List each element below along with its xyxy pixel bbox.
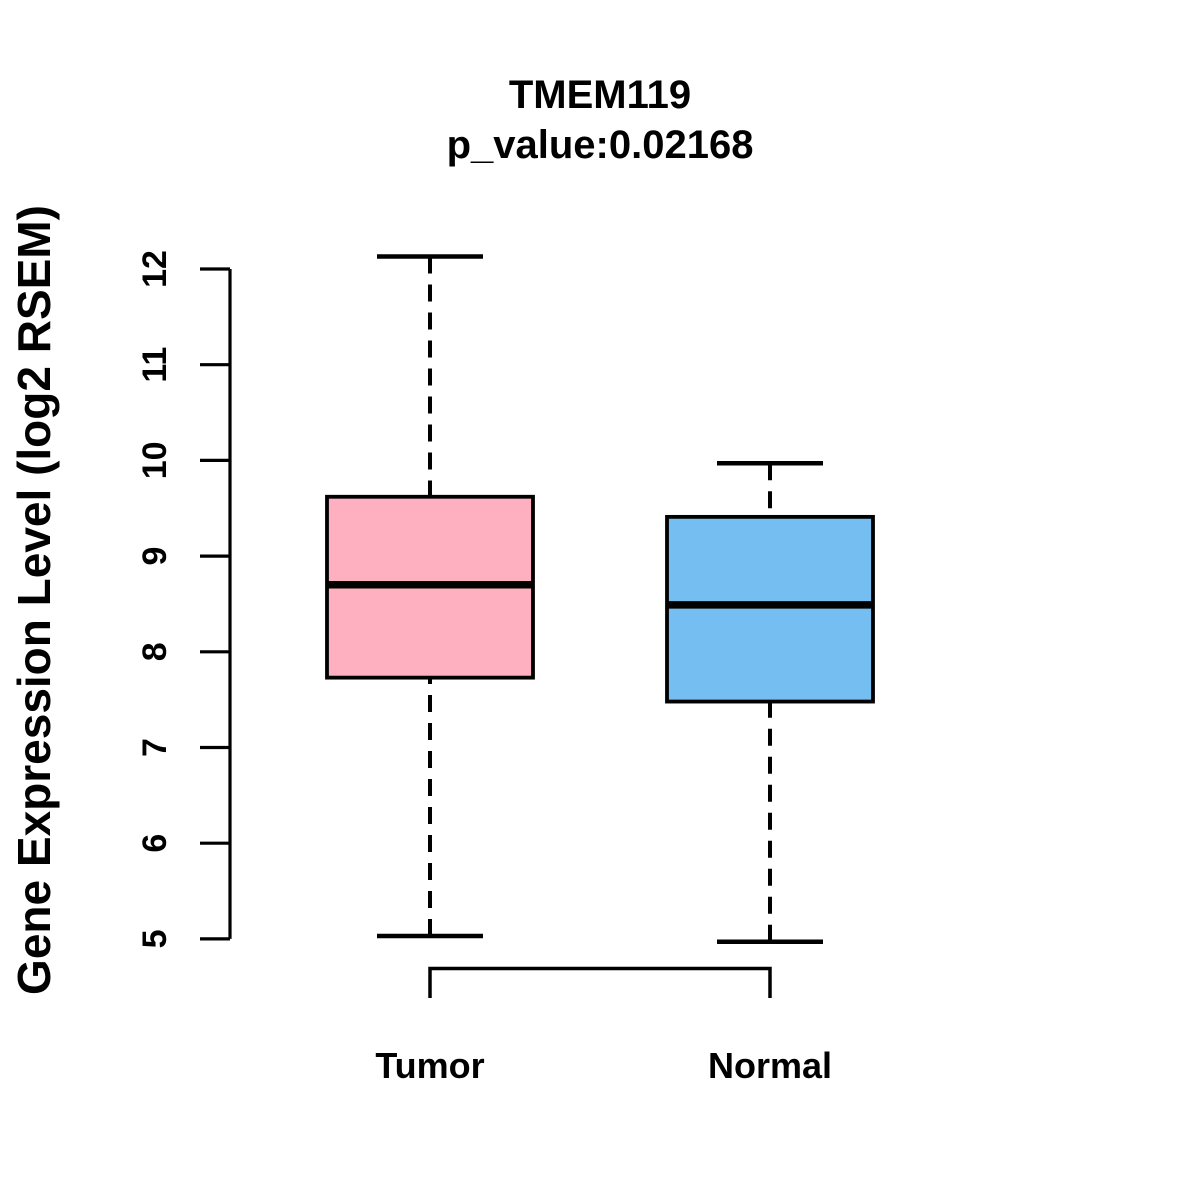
- y-tick-label: 8: [136, 642, 174, 661]
- x-axis-line: [428, 966, 772, 998]
- iqr-box-normal: [665, 514, 875, 704]
- y-tick-label: 7: [136, 738, 174, 757]
- x-tick-label-tumor: Tumor: [375, 1045, 484, 1086]
- y-axis-title: Gene Expression Level (log2 RSEM): [8, 205, 60, 995]
- x-tick-label-normal: Normal: [708, 1045, 832, 1086]
- y-tick-label: 9: [136, 547, 174, 566]
- y-tick-label: 6: [136, 834, 174, 853]
- y-tick-label: 11: [136, 347, 174, 383]
- y-tick-label: 5: [136, 929, 174, 948]
- y-tick-label: 12: [136, 250, 174, 288]
- axes: 5 6 7 8 9 10 11 12: [136, 250, 772, 998]
- chart-subtitle: p_value:0.02168: [447, 123, 754, 167]
- chart-title: TMEM119: [509, 73, 691, 117]
- y-tick-label: 10: [136, 441, 174, 479]
- boxes: Tumor Normal: [325, 254, 875, 1086]
